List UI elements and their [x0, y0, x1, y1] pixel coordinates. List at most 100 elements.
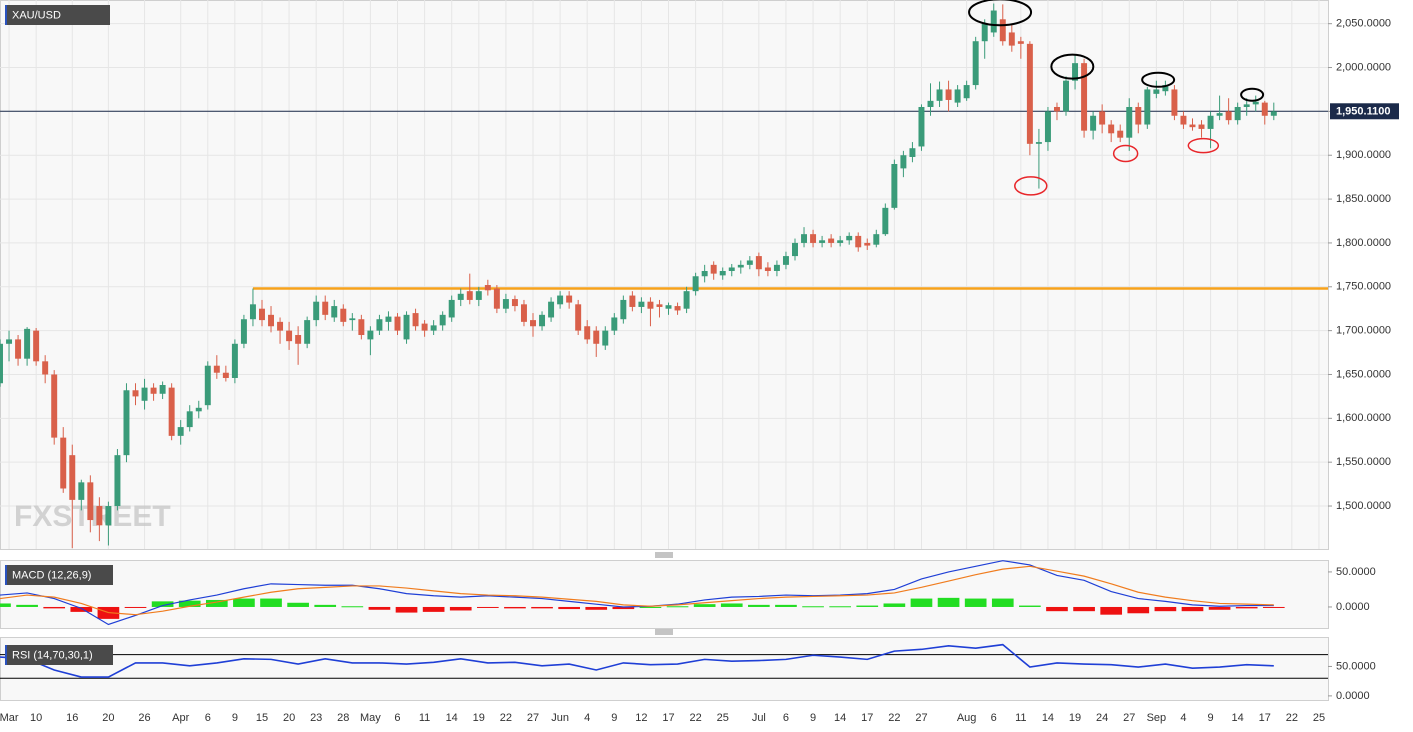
x-tick-label: 22 [1286, 712, 1298, 724]
candle-body [981, 23, 988, 42]
x-tick-label: Sep [1147, 712, 1167, 724]
candle-body [846, 235, 853, 241]
candle-body [927, 100, 934, 107]
candle-body [195, 407, 202, 412]
y-tick-label: 0.0000 [1336, 690, 1370, 702]
candle-body [647, 301, 654, 309]
candle-body [466, 291, 473, 300]
candle-body [584, 326, 591, 340]
candle-body [999, 19, 1006, 42]
candle-body [557, 295, 564, 305]
histogram-bar [748, 604, 770, 607]
x-tick-label: Apr [172, 712, 189, 724]
x-tick-label: Jun [551, 712, 569, 724]
candle-body [430, 325, 437, 331]
candle-body [159, 385, 166, 394]
x-tick-label: 14 [834, 712, 846, 724]
x-tick-label: 14 [1232, 712, 1244, 724]
annotation-ellipse [1141, 71, 1176, 88]
histogram-bar [449, 606, 472, 611]
candle-body [1153, 89, 1160, 94]
y-tick-label: 50.0000 [1336, 566, 1376, 578]
x-tick-label: 17 [861, 712, 873, 724]
histogram-bar [666, 606, 689, 608]
candle-body [954, 89, 961, 103]
x-tick-label: 22 [689, 712, 701, 724]
histogram-bar [1235, 606, 1258, 609]
candle-body [945, 89, 952, 100]
candle-body [782, 256, 789, 265]
candle-body [1261, 102, 1268, 116]
panel-title-accent [5, 565, 7, 585]
candle-body [277, 321, 284, 331]
candle-body [177, 427, 184, 436]
y-tick-label: 1,750.0000 [1336, 281, 1391, 293]
candle-body [1090, 115, 1097, 131]
x-tick-label: 6 [394, 712, 400, 724]
histogram-bar [693, 604, 716, 607]
candle-body [746, 260, 753, 265]
x-tick-label: 4 [584, 712, 590, 724]
candle-body [1270, 111, 1277, 116]
histogram-bar [1181, 606, 1204, 612]
rsi-panel [0, 637, 1329, 701]
x-tick-label: 24 [1096, 712, 1108, 724]
candle-body [1081, 63, 1088, 131]
candle-body [204, 365, 211, 406]
candle-body [331, 306, 338, 318]
candle-body [1198, 124, 1205, 129]
resize-handle[interactable] [655, 552, 673, 558]
y-tick-label: 2,000.0000 [1336, 61, 1391, 73]
candle-body [764, 267, 771, 271]
panel-title: MACD (12,26,9) [12, 569, 91, 581]
x-tick-label: 27 [1123, 712, 1135, 724]
histogram-bar [1019, 605, 1041, 607]
x-tick-label: 22 [500, 712, 512, 724]
x-tick-label: 9 [232, 712, 238, 724]
candle-body [1117, 130, 1124, 138]
candle-body [1035, 142, 1042, 144]
histogram-bar [0, 603, 11, 607]
x-tick-label: 4 [1180, 712, 1186, 724]
indicator-line [0, 560, 1274, 626]
candle-body [539, 314, 546, 327]
candle-body [213, 365, 220, 373]
candle-body [141, 387, 148, 401]
y-tick-label: 1,650.0000 [1336, 368, 1391, 380]
candle-body [340, 308, 347, 322]
x-tick-label: 28 [337, 712, 349, 724]
resize-handle[interactable] [655, 629, 673, 635]
candle-body [87, 482, 94, 521]
x-tick-label: 15 [256, 712, 268, 724]
candle-body [1026, 43, 1033, 144]
candle-body [421, 323, 428, 331]
histogram-bar [639, 606, 662, 608]
histogram-bar [341, 606, 364, 608]
candle-body [168, 387, 175, 436]
histogram-bar [1100, 606, 1123, 615]
x-tick-label: May [360, 712, 381, 724]
candle-body [665, 305, 672, 309]
candle-body [909, 148, 916, 157]
x-tick-label: 6 [991, 712, 997, 724]
panel-title-box [5, 565, 113, 585]
x-tick-label: 23 [310, 712, 322, 724]
histogram-bar [612, 606, 635, 610]
candle-body [475, 291, 482, 300]
x-tick-label: 22 [888, 712, 900, 724]
candle-body [719, 270, 726, 276]
candle-body [810, 234, 817, 243]
candle-body [457, 293, 464, 300]
candle-body [1216, 113, 1223, 116]
candle-body [755, 256, 762, 270]
histogram-bar [368, 606, 391, 610]
panel-title-accent [5, 645, 7, 665]
candle-body [710, 264, 717, 274]
candle-body [828, 238, 835, 243]
histogram-bar [504, 606, 526, 609]
candle-body [1072, 63, 1079, 81]
x-tick-label: 9 [810, 712, 816, 724]
candle-body [439, 314, 446, 326]
price-panel [0, 0, 1329, 550]
